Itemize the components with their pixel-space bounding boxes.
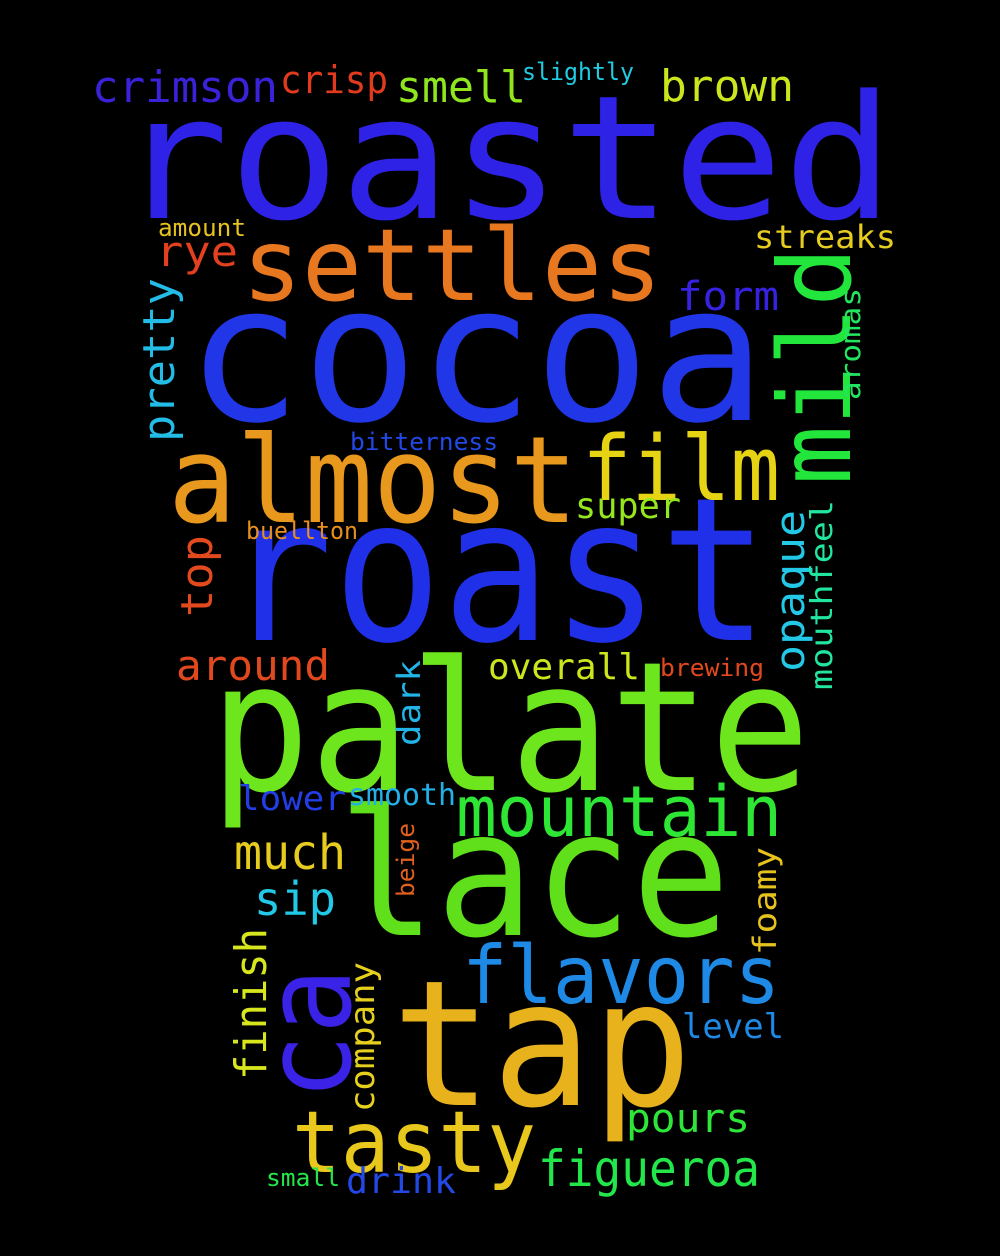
word-overall: overall (488, 647, 640, 688)
word-small: small (266, 1164, 340, 1192)
word-level: level (682, 1007, 784, 1047)
word-around: around (176, 641, 330, 690)
word-mouthfeel: mouthfeel (805, 500, 840, 690)
word-mountain: mountain (456, 771, 782, 853)
word-brown: brown (660, 61, 794, 112)
word-palate: palate (210, 624, 810, 833)
word-super: super (575, 486, 681, 527)
word-cocoa: cocoa (186, 244, 766, 465)
word-ca: ca (240, 968, 379, 1100)
word-opaque: opaque (768, 510, 814, 672)
word-pretty: pretty (134, 278, 185, 442)
word-brewing: brewing (660, 654, 764, 682)
word-roasted: roasted (118, 58, 894, 259)
word-mild: mild (757, 247, 874, 485)
word-bitterness: bitterness (350, 428, 498, 456)
word-pours: pours (626, 1096, 750, 1142)
word-dark: dark (390, 660, 428, 746)
word-almost: almost (168, 412, 578, 551)
word-buellton: buellton (246, 517, 358, 545)
word-lower: lower (238, 779, 346, 819)
word-streaks: streaks (754, 218, 896, 256)
word-foamy: foamy (746, 847, 784, 955)
word-film: film (582, 417, 780, 522)
word-beige: beige (392, 823, 420, 897)
word-much: much (234, 825, 346, 881)
word-tasty: tasty (292, 1093, 536, 1193)
word-flavors: flavors (462, 929, 780, 1022)
word-smell: smell (396, 62, 526, 113)
word-tap: tap (392, 944, 692, 1147)
word-roast: roast (224, 455, 769, 688)
word-crisp: crisp (280, 58, 388, 102)
word-crimson: crimson (92, 62, 278, 113)
word-aromas: aromas (834, 288, 867, 400)
word-finish: finish (226, 928, 277, 1080)
word-settles: settles (242, 207, 662, 324)
word-slightly: slightly (522, 58, 634, 86)
word-drink: drink (346, 1161, 456, 1202)
word-amount: amount (158, 214, 246, 242)
word-rye: rye (156, 227, 238, 276)
word-lace: lace (338, 774, 730, 977)
word-sip: sip (254, 872, 336, 926)
word-figueroa: figueroa (538, 1140, 760, 1198)
word-smooth: smooth (348, 778, 456, 813)
word-company: company (343, 962, 383, 1112)
word-top: top (172, 535, 223, 617)
word-form: form (677, 274, 779, 320)
